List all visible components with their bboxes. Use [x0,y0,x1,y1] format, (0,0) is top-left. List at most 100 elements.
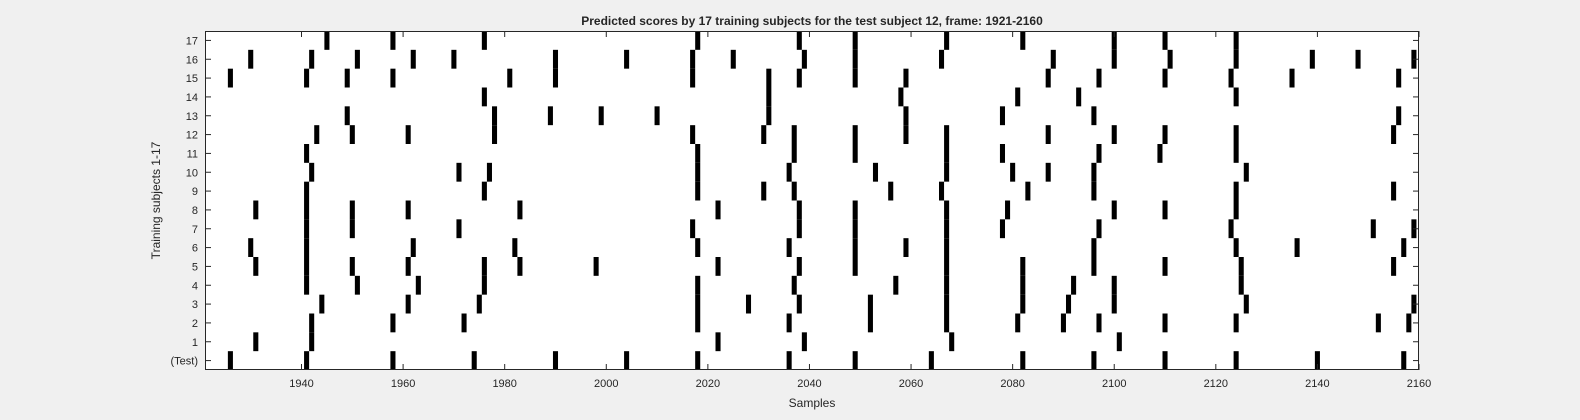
raster-mark [903,68,909,88]
raster-mark [492,125,498,144]
raster-mark [1162,125,1168,144]
raster-mark [872,162,879,182]
raster-mark [796,68,802,88]
raster-mark [796,294,802,314]
raster-mark [512,238,518,257]
raster-mark [227,68,233,88]
raster-mark [867,313,873,333]
raster-mark [354,49,360,69]
raster-mark [1065,294,1072,314]
y-tick-label: 8 [192,205,198,217]
raster-mark [481,87,487,107]
raster-mark [456,162,462,182]
raster-mark [715,332,721,352]
raster-mark [1233,351,1239,370]
raster-mark [1391,181,1397,201]
raster-mark [304,181,310,201]
raster-mark [1228,68,1234,88]
raster-mark [1233,238,1239,257]
raster-mark [944,238,950,257]
raster-mark [349,257,355,276]
raster-mark [349,200,355,220]
raster-mark [1162,351,1168,370]
raster-mark [593,257,599,276]
y-tick-label: 17 [186,35,198,47]
x-tick-label: 2000 [594,378,618,390]
raster-mark [796,219,802,239]
raster-marks [227,31,1417,370]
raster-mark [1233,125,1239,144]
raster-mark [481,275,487,295]
raster-mark [624,351,630,370]
raster-mark [888,181,894,201]
raster-mark [852,31,858,50]
raster-mark [1111,31,1117,50]
raster-mark [939,49,945,69]
raster-mark [354,275,360,295]
raster-mark [1289,68,1295,88]
raster-mark [852,219,858,239]
raster-mark [304,257,310,276]
y-tick-label: 7 [192,224,198,236]
x-tick-label: 2140 [1305,378,1329,390]
raster-mark [1162,68,1168,88]
raster-mark [405,257,411,276]
x-tick-label: 2080 [1000,378,1024,390]
raster-mark [1233,49,1239,69]
raster-mark [695,313,701,333]
raster-mark [1314,351,1320,370]
raster-mark [1020,275,1026,295]
raster-mark [1391,125,1397,144]
raster-mark [1233,144,1239,163]
y-tick-label: 13 [186,111,198,123]
raster-mark [476,294,482,314]
raster-mark [304,144,310,163]
raster-mark [1233,313,1239,333]
raster-mark [390,351,396,370]
raster-mark [1071,275,1077,295]
raster-mark [690,219,696,239]
x-tick-label: 2060 [899,378,923,390]
raster-mark [1015,87,1021,107]
raster-mark [801,332,807,352]
raster-mark [415,275,421,295]
raster-mark [786,162,792,182]
y-tick-label: (Test) [171,356,199,368]
raster-mark [761,181,767,201]
raster-mark [791,144,797,163]
raster-mark [405,200,411,220]
raster-mark [690,125,696,144]
raster-mark [1396,68,1402,88]
raster-mark [1091,351,1097,370]
raster-mark [344,106,350,126]
raster-mark [791,275,797,295]
raster-mark [944,294,950,314]
raster-mark [1096,219,1102,239]
raster-mark [304,200,310,220]
raster-mark [1401,351,1407,370]
raster-mark [314,125,320,144]
raster-mark [999,219,1006,239]
raster-mark [304,219,310,239]
raster-mark [695,31,701,50]
raster-mark [598,106,604,126]
y-tick-label: 4 [192,280,198,292]
raster-mark [481,257,487,276]
raster-mark [939,181,945,201]
raster-mark [390,68,396,88]
raster-mark [867,294,873,314]
raster-mark [309,162,315,182]
raster-mark [1391,257,1397,276]
raster-mark [471,351,477,370]
raster-mark [1096,68,1102,88]
raster-mark [944,31,950,50]
raster-mark [1020,294,1026,314]
raster-mark [944,200,950,220]
raster-mark [852,238,858,257]
raster-mark [1294,238,1300,257]
raster-mark [1238,257,1244,276]
raster-mark [451,49,457,69]
raster-mark [405,294,411,314]
raster-mark [1233,181,1239,201]
